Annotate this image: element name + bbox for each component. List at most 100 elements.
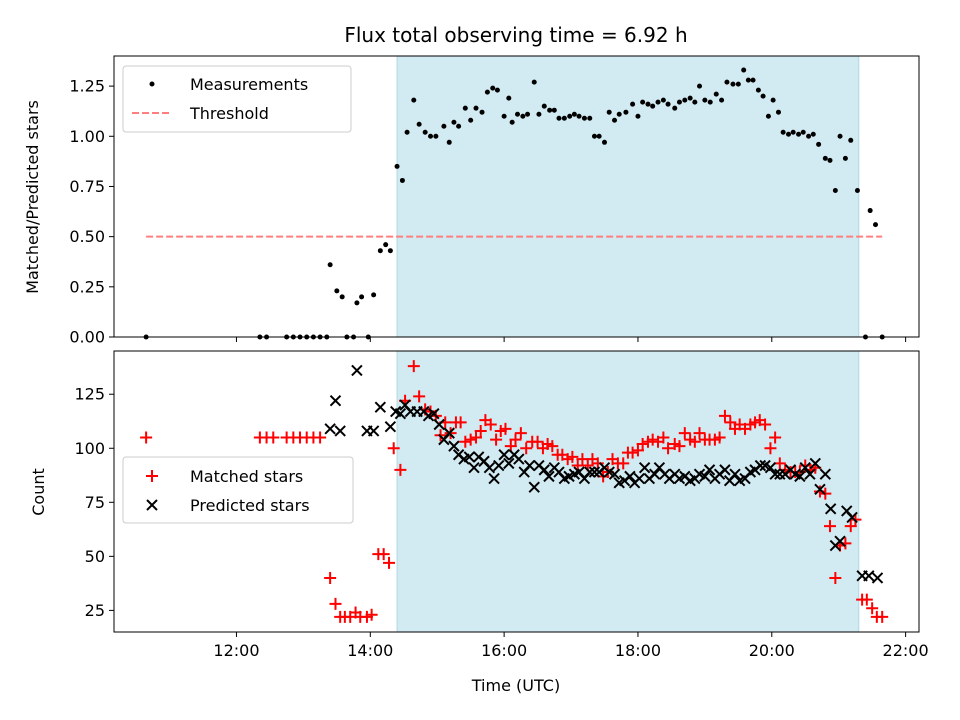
x-tick-label: 22:00 [883,641,929,660]
measurements-point [810,131,816,137]
measurements-point [719,97,725,103]
measurements-point [630,101,636,107]
measurements-point [765,113,771,119]
measurements-point [462,105,468,111]
matched-stars-point [383,556,396,569]
matched-stars-point [140,431,153,444]
ratio-y-axis-label: Matched/Predicted stars [23,100,42,294]
measurements-point [371,292,377,298]
measurements-point [490,85,496,91]
matched-stars-point [509,433,522,446]
matched-stars-point [267,431,280,444]
predicted-stars-point [703,464,716,476]
measurements-point [501,113,507,119]
count-observing-band-group [396,350,860,633]
x-tick-label: 12:00 [213,641,259,660]
measurements-point [660,97,666,103]
predicted-stars-point [334,425,346,437]
measurements-point [441,123,447,129]
measurements-point [591,133,597,139]
predicted-stars-point [824,503,837,515]
predicted-stars-point [729,468,741,480]
measurements-point [581,115,587,121]
matched-stars-point [693,427,706,440]
predicted-stars-point [493,459,505,472]
count-observing-band [396,350,860,633]
measurements-point [806,133,812,139]
predicted-stars-point [367,425,380,437]
matched-stars-point [459,435,472,448]
predicted-stars-point [809,457,821,470]
predicted-stars-point [483,462,496,474]
predicted-stars-point [764,462,777,474]
predicted-stars-point [819,468,832,480]
matched-stars-point [387,442,400,455]
predicted-stars-point [468,462,480,474]
measurements-point [377,248,383,254]
predicted-stars-point [699,470,711,483]
measurements-point [867,208,873,214]
ratio-y-tick-label: 1.00 [69,127,105,146]
matched-legend-marker [146,470,158,482]
measurements-point [780,129,786,135]
count-points-group [140,360,889,623]
predicted-stars-point [448,440,460,452]
matched-stars-point [413,390,426,403]
measurements-point [354,300,360,306]
measurements-point [796,131,802,137]
matched-stars-point [636,437,649,450]
predicted-stars-point [503,457,515,470]
matched-stars-point [474,424,487,437]
matched-stars-point [866,602,879,615]
predicted-legend-marker [146,499,158,511]
matched-stars-point [617,457,630,470]
measurements-point [551,107,557,113]
ratio-panel: 0.00 0.25 0.50 0.75 1.00 1.25 Matched/Predict… [23,55,920,347]
predicted-stars-point [719,464,731,476]
predicted-stars-point [528,481,540,493]
matched-stars-point [718,409,731,422]
matched-stars-point [484,418,497,431]
matched-stars-point [531,435,544,448]
ratio-y-tick-label: 0.75 [69,177,105,196]
measurements-point [612,117,618,123]
measurements-point [506,95,512,101]
predicted-stars-point [608,468,621,480]
measurements-point [827,157,833,163]
predicted-stars-point [513,453,525,465]
predicted-stars-point [799,462,811,474]
matched-stars-point [769,431,782,444]
measurements-point [587,115,593,121]
measurements-point [635,113,641,119]
predicted-stars-point [443,427,455,439]
matched-stars-point [499,422,512,435]
measurements-point [854,187,860,193]
measurements-point [800,129,806,135]
count-plot-frame [113,350,920,633]
measurements-point [676,99,682,105]
matched-stars-point [662,442,675,455]
predicted-legend-label: Predicted stars [190,496,310,515]
measurements-point [687,95,693,101]
threshold-legend-label: Threshold [189,104,269,123]
matched-stars-point [673,440,686,453]
measurements-point [702,97,708,103]
ratio-axis-ticks: 0.00 0.25 0.50 0.75 1.00 1.25 [69,77,907,347]
measurements-point [515,111,521,117]
measurements-point [640,99,646,105]
predicted-stars-point [538,464,550,476]
matched-stars-point [678,427,691,440]
measurements-point [456,123,462,129]
matched-stars-point [464,433,477,446]
measurements-point [334,288,340,294]
predicted-stars-point [871,572,884,584]
measurements-point [339,294,345,300]
ratio-y-tick-label: 0.00 [69,328,105,347]
matched-stars-point [829,571,842,584]
measurements-point [387,248,393,254]
ratio-observing-band-group [396,55,860,338]
measurements-point [697,83,703,89]
matched-stars-point [724,416,737,429]
matched-stars-point [860,593,873,606]
